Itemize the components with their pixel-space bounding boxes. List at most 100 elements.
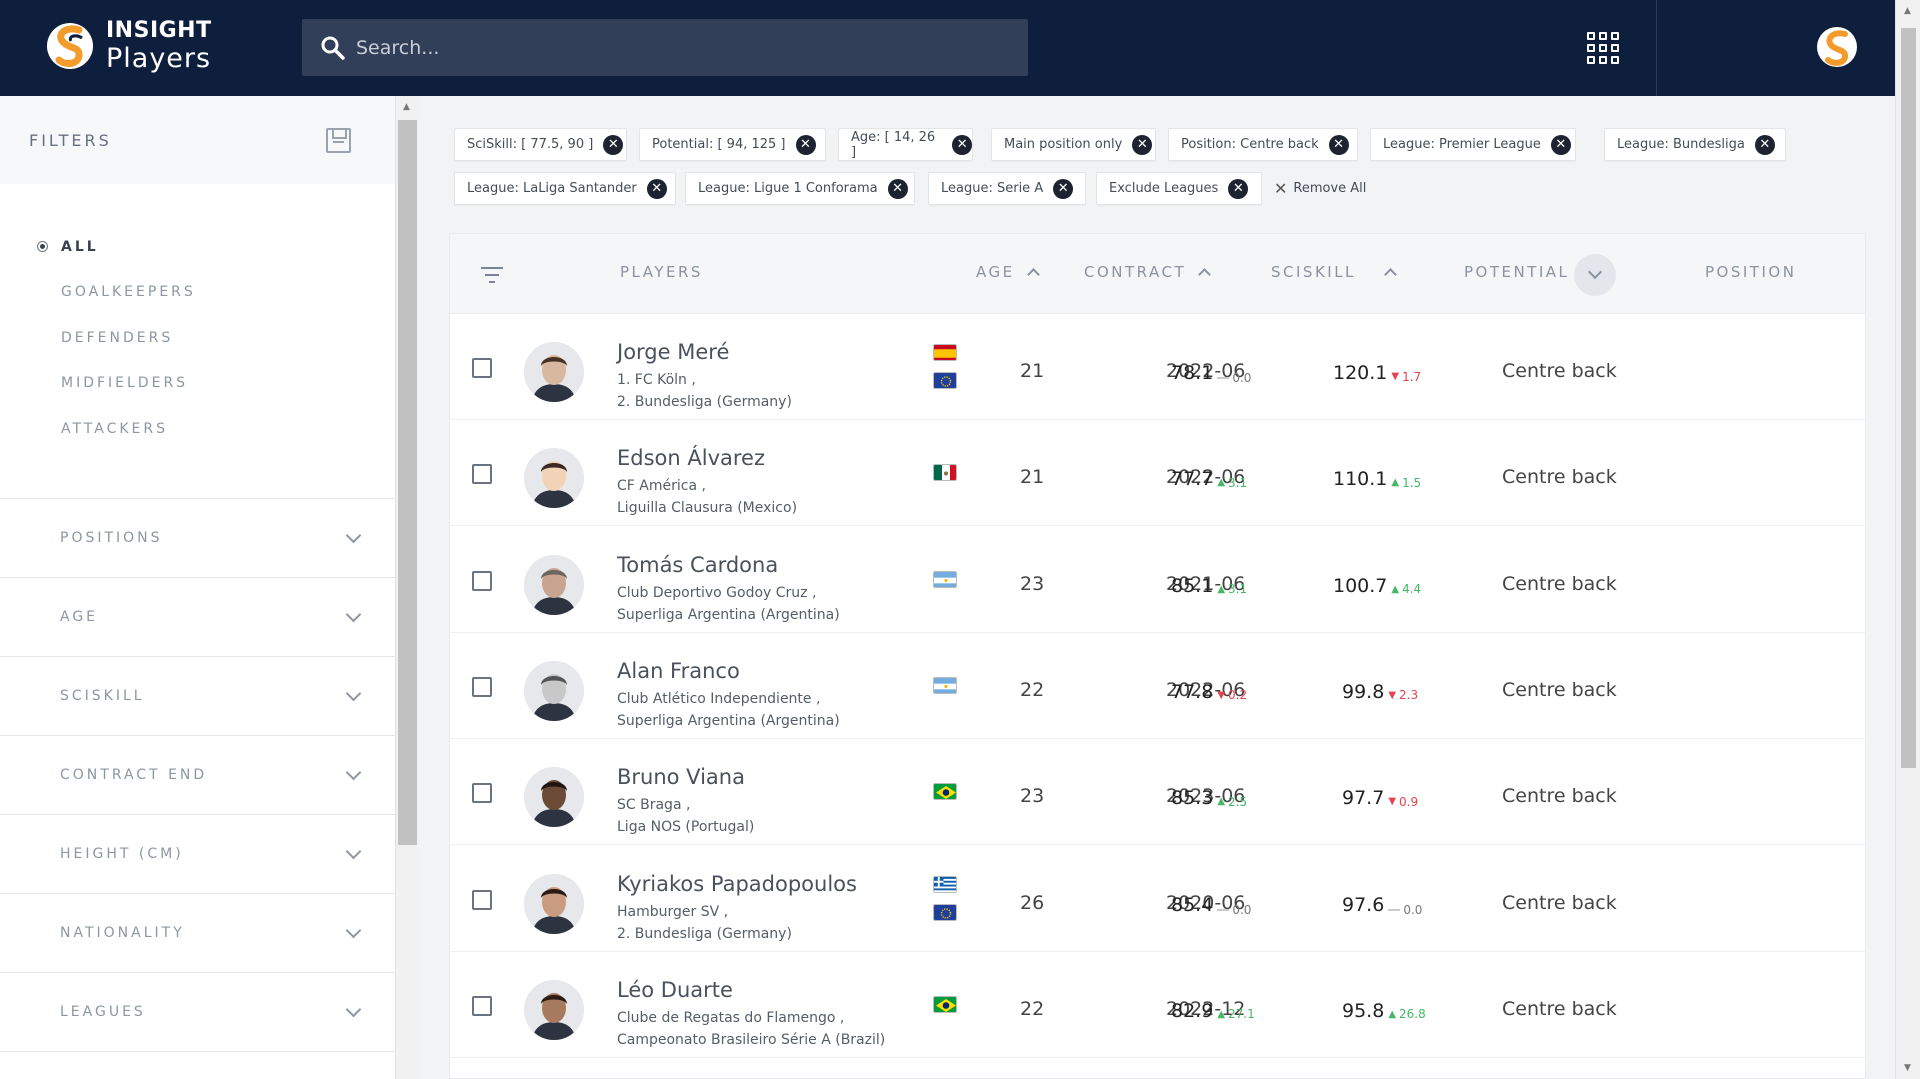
- flag-mexico-icon: [933, 464, 957, 482]
- accordion-nationality[interactable]: NATIONALITY: [0, 894, 395, 973]
- page-scroll-thumb[interactable]: [1901, 28, 1916, 768]
- remove-chip-icon[interactable]: ✕: [603, 134, 624, 155]
- scroll-up-arrow-icon[interactable]: ▲: [1904, 6, 1911, 16]
- delta-value: 0.2: [1228, 688, 1248, 703]
- header-label: PLAYERS: [620, 263, 703, 281]
- delta-value: 3.1: [1228, 475, 1248, 490]
- sidebar-scrollbar[interactable]: ▲: [395, 96, 418, 1079]
- potential-cell: 97.7 ▼ 0.9: [1342, 787, 1418, 809]
- remove-chip-icon[interactable]: ✕: [1228, 178, 1249, 199]
- header-contract[interactable]: CONTRACT: [1084, 263, 1211, 281]
- remove-chip-icon[interactable]: ✕: [1550, 134, 1571, 155]
- row-checkbox[interactable]: [472, 783, 492, 804]
- table-row[interactable]: Edson Álvarez CF América , Liguilla Clausu…: [450, 420, 1865, 527]
- search-bar[interactable]: [302, 19, 1028, 76]
- header-age[interactable]: AGE: [976, 263, 1040, 281]
- flag-argentina-icon: [933, 676, 957, 694]
- position-option-midfielders[interactable]: MIDFIELDERS: [0, 361, 395, 407]
- player-club: Club Deportivo Godoy Cruz ,: [617, 584, 817, 601]
- search-icon: [321, 36, 345, 60]
- player-club: Club Atlético Independiente ,: [617, 690, 821, 707]
- remove-chip-icon[interactable]: ✕: [1053, 178, 1074, 199]
- header-position[interactable]: POSITION: [1705, 263, 1796, 281]
- filters-header: FILTERS: [0, 96, 395, 184]
- accordion-age[interactable]: AGE: [0, 578, 395, 657]
- position-option-defenders[interactable]: DEFENDERS: [0, 315, 395, 361]
- app-logo[interactable]: INSIGHT Players: [46, 20, 212, 72]
- table-row[interactable]: Alan Franco Club Atlético Independiente ,…: [450, 633, 1865, 739]
- remove-chip-icon[interactable]: ✕: [795, 134, 816, 155]
- player-name[interactable]: Edson Álvarez: [617, 446, 765, 471]
- player-name[interactable]: Jorge Meré: [617, 340, 730, 364]
- apps-grid-icon[interactable]: [1587, 32, 1619, 64]
- row-checkbox[interactable]: [472, 676, 492, 697]
- search-input[interactable]: [356, 36, 956, 59]
- position-option-attackers[interactable]: ATTACKERS: [0, 406, 395, 452]
- account-logo-icon[interactable]: [1816, 26, 1858, 68]
- save-filter-icon[interactable]: [326, 127, 351, 153]
- player-contract: 2022-06: [1166, 466, 1246, 489]
- sidebar-scroll-thumb[interactable]: [398, 120, 417, 845]
- delta-value: 0.0: [1232, 902, 1252, 917]
- sort-desc-icon[interactable]: [1574, 254, 1616, 296]
- player-name[interactable]: Kyriakos Papadopoulos: [617, 871, 857, 896]
- remove-chip-icon[interactable]: ✕: [646, 178, 667, 199]
- filter-chip: Position: Centre back ✕: [1168, 128, 1358, 161]
- player-name[interactable]: Léo Duarte: [617, 977, 733, 1002]
- remove-chip-icon[interactable]: ✕: [1754, 134, 1775, 155]
- player-name[interactable]: Alan Franco: [617, 658, 740, 683]
- scroll-down-arrow-icon[interactable]: ▼: [1904, 1063, 1911, 1073]
- player-name[interactable]: Bruno Viana: [617, 765, 745, 790]
- position-option-goalkeepers[interactable]: GOALKEEPERS: [0, 270, 395, 316]
- table-row[interactable]: Léo Duarte Clube de Regatas do Flamengo ,…: [450, 952, 1865, 1058]
- trend-down-icon: ▼: [1217, 689, 1226, 701]
- remove-chip-icon[interactable]: ✕: [1328, 134, 1349, 155]
- accordion-contract-end[interactable]: CONTRACT END: [0, 736, 395, 815]
- accordion-height[interactable]: HEIGHT (CM): [0, 815, 395, 894]
- accordion-positions[interactable]: POSITIONS: [0, 499, 395, 578]
- table-row[interactable]: Jorge Meré 1. FC Köln , 2. Bundesliga (Ger…: [450, 314, 1865, 420]
- chip-label: Main position only: [1004, 137, 1123, 152]
- accordion-sciskill[interactable]: SCISKILL: [0, 657, 395, 736]
- accordion-leagues[interactable]: LEAGUES: [0, 973, 395, 1052]
- filter-chip: Exclude Leagues ✕: [1096, 172, 1262, 205]
- sciskill-value: 82.9: [1171, 999, 1214, 1022]
- remove-chip-icon[interactable]: ✕: [1132, 134, 1153, 155]
- column-filter-icon[interactable]: [481, 267, 503, 283]
- filter-chip: League: Premier League ✕: [1370, 128, 1576, 161]
- header-players[interactable]: PLAYERS: [620, 263, 703, 281]
- potential-cell: 120.1 ▼ 1.7: [1333, 362, 1421, 384]
- chevron-down-icon: [345, 843, 362, 859]
- table-row[interactable]: Kyriakos Papadopoulos Hamburger SV , 2. Bu…: [450, 846, 1865, 952]
- player-avatar: [524, 873, 584, 934]
- trend-down-icon: ▼: [1388, 796, 1397, 808]
- page-scrollbar[interactable]: ▲ ▼: [1895, 0, 1920, 1079]
- table-row[interactable]: Bruno Viana SC Braga , Liga NOS (Portugal)…: [450, 739, 1865, 846]
- remove-all-button[interactable]: ✕ Remove All: [1274, 172, 1366, 205]
- row-checkbox[interactable]: [472, 358, 492, 378]
- player-avatar: [524, 554, 584, 615]
- row-checkbox[interactable]: [472, 889, 492, 910]
- potential-value: 100.7: [1333, 574, 1388, 597]
- header-label: SCISKILL: [1271, 263, 1356, 281]
- row-checkbox[interactable]: [472, 995, 492, 1016]
- sciskill-cell: 77.7 ▲ 3.1: [1171, 468, 1247, 490]
- potential-cell: 100.7 ▲ 4.4: [1333, 575, 1421, 597]
- potential-delta: ▲ 26.8: [1388, 1007, 1425, 1021]
- row-checkbox[interactable]: [472, 570, 492, 591]
- scroll-up-arrow-icon[interactable]: ▲: [403, 102, 410, 112]
- remove-chip-icon[interactable]: ✕: [887, 178, 908, 199]
- position-option-all[interactable]: ALL: [0, 224, 395, 270]
- row-checkbox[interactable]: [472, 464, 492, 485]
- player-league: 2. Bundesliga (Germany): [617, 925, 792, 942]
- remove-chip-icon[interactable]: ✕: [952, 134, 972, 155]
- flag-eu-icon: [933, 372, 957, 389]
- header-potential[interactable]: POTENTIAL: [1464, 263, 1569, 281]
- player-league: Liga NOS (Portugal): [617, 819, 755, 836]
- player-name[interactable]: Tomás Cardona: [617, 552, 779, 577]
- player-position: Centre back: [1502, 785, 1617, 808]
- potential-delta: ▲ 4.4: [1391, 582, 1421, 596]
- table-row[interactable]: Tomás Cardona Club Deportivo Godoy Cruz ,…: [450, 527, 1865, 633]
- header-sciskill[interactable]: SCISKILL: [1271, 263, 1397, 281]
- chip-label: League: Premier League: [1383, 137, 1541, 152]
